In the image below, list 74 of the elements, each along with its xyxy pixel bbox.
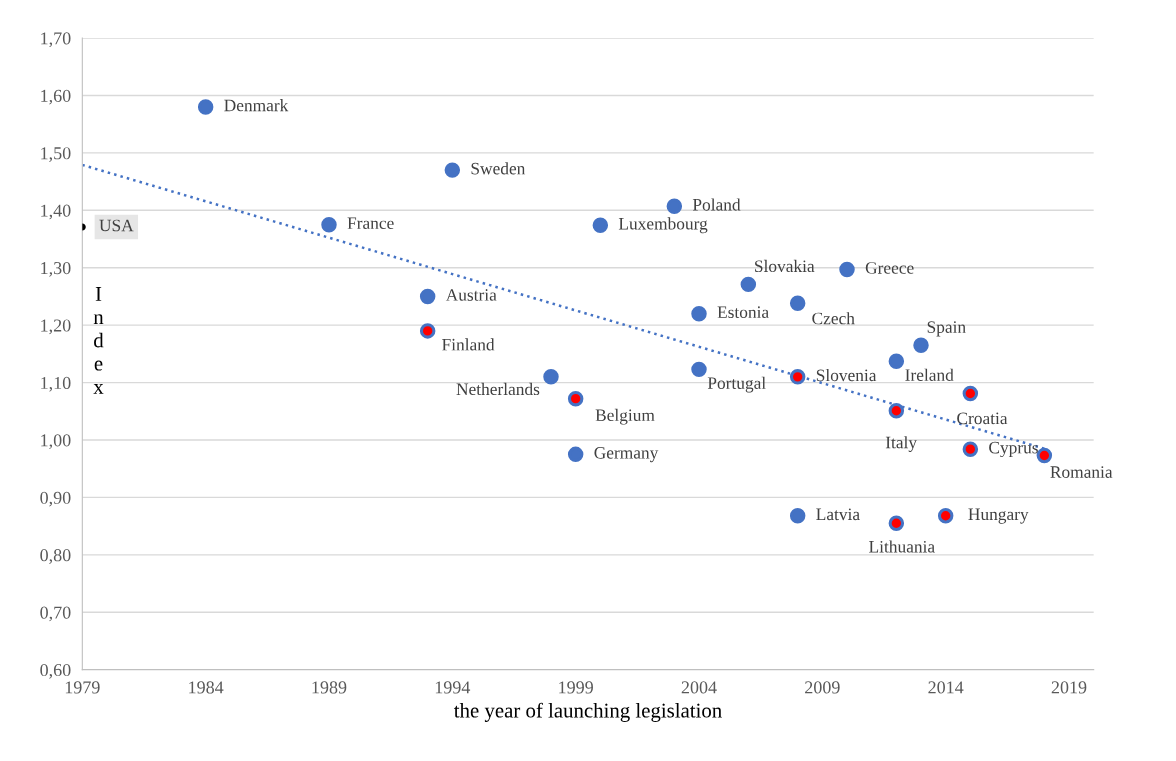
annotation: Croatia <box>957 412 1008 425</box>
annotation: Belgium <box>595 408 655 425</box>
point <box>543 369 559 385</box>
y-tick-label: 1,40 <box>41 204 71 220</box>
point <box>789 369 806 385</box>
annotation: Hungary <box>968 508 1029 524</box>
annotation: Germany <box>594 446 659 463</box>
point <box>419 288 436 305</box>
x-tick-label: 1979 <box>65 681 100 694</box>
y-axis-title: Index <box>93 287 104 394</box>
point <box>567 446 584 463</box>
point <box>592 217 609 233</box>
annotation: France <box>347 217 394 230</box>
point <box>1036 447 1053 464</box>
y-tick-label: 1,30 <box>41 261 71 277</box>
point <box>419 323 436 339</box>
annotation: Netherlands <box>456 382 540 396</box>
x-axis-title: the year of launching legislation <box>453 702 722 722</box>
point <box>666 198 683 215</box>
x-tick-label: 2019 <box>1051 681 1087 694</box>
annotation: Estonia <box>717 306 769 319</box>
annotation: Sweden <box>471 162 526 175</box>
annotation: Romania <box>1050 466 1113 478</box>
annotation: Greece <box>865 262 914 274</box>
annotation: Luxembourg <box>618 217 708 234</box>
point <box>197 99 214 115</box>
point <box>691 305 707 322</box>
annotation: Slovenia <box>816 368 877 382</box>
y-tick-label: 0,70 <box>40 606 71 622</box>
y-tick-label: 1,50 <box>41 147 71 162</box>
point <box>888 353 905 370</box>
point <box>962 385 979 402</box>
point <box>888 402 905 419</box>
annotation: Poland <box>692 198 741 211</box>
annotation: Italy <box>885 436 917 452</box>
annotation: Portugal <box>707 376 766 393</box>
annotation: Cyprus <box>989 441 1038 458</box>
point <box>789 295 806 312</box>
point <box>937 508 954 524</box>
annotation: Slovakia <box>755 259 815 273</box>
annotation: USA <box>99 219 134 232</box>
x-tick-label: 1999 <box>559 681 593 694</box>
annotation: Ireland <box>905 368 954 381</box>
x-tick-label: 1984 <box>189 681 224 694</box>
point <box>444 162 461 178</box>
point <box>740 276 757 293</box>
y-tick-label: 1,70 <box>41 32 71 48</box>
y-tick-label: 1,60 <box>41 89 71 105</box>
annotation: Lithuania <box>869 540 935 553</box>
point <box>691 361 707 378</box>
x-tick-label: 2014 <box>928 681 964 694</box>
point <box>888 515 905 531</box>
y-tick-label: 0,80 <box>40 549 71 564</box>
y-tick-label: 1,00 <box>41 434 71 450</box>
x-tick-label: 2004 <box>681 681 717 694</box>
point <box>839 261 855 278</box>
point <box>962 441 979 457</box>
annotation: Czech <box>812 312 855 325</box>
x-tick-label: 1989 <box>312 681 347 694</box>
point <box>789 508 806 524</box>
x-tick-label: 2009 <box>805 681 840 694</box>
annotation: Latvia <box>816 508 860 521</box>
y-tick-label: 0,90 <box>40 491 71 507</box>
y-tick-label: 1,10 <box>41 376 71 392</box>
point <box>567 390 584 407</box>
x-tick-label: 1994 <box>435 681 471 694</box>
y-tick-label: 1,20 <box>41 319 71 335</box>
annotation: Spain <box>927 321 966 337</box>
annotation: Finland <box>442 338 495 351</box>
y-tick-label: 0,60 <box>40 663 71 679</box>
annotation: Denmark <box>224 99 289 112</box>
point <box>321 216 337 233</box>
point <box>913 337 929 353</box>
annotation: Austria <box>445 289 497 301</box>
